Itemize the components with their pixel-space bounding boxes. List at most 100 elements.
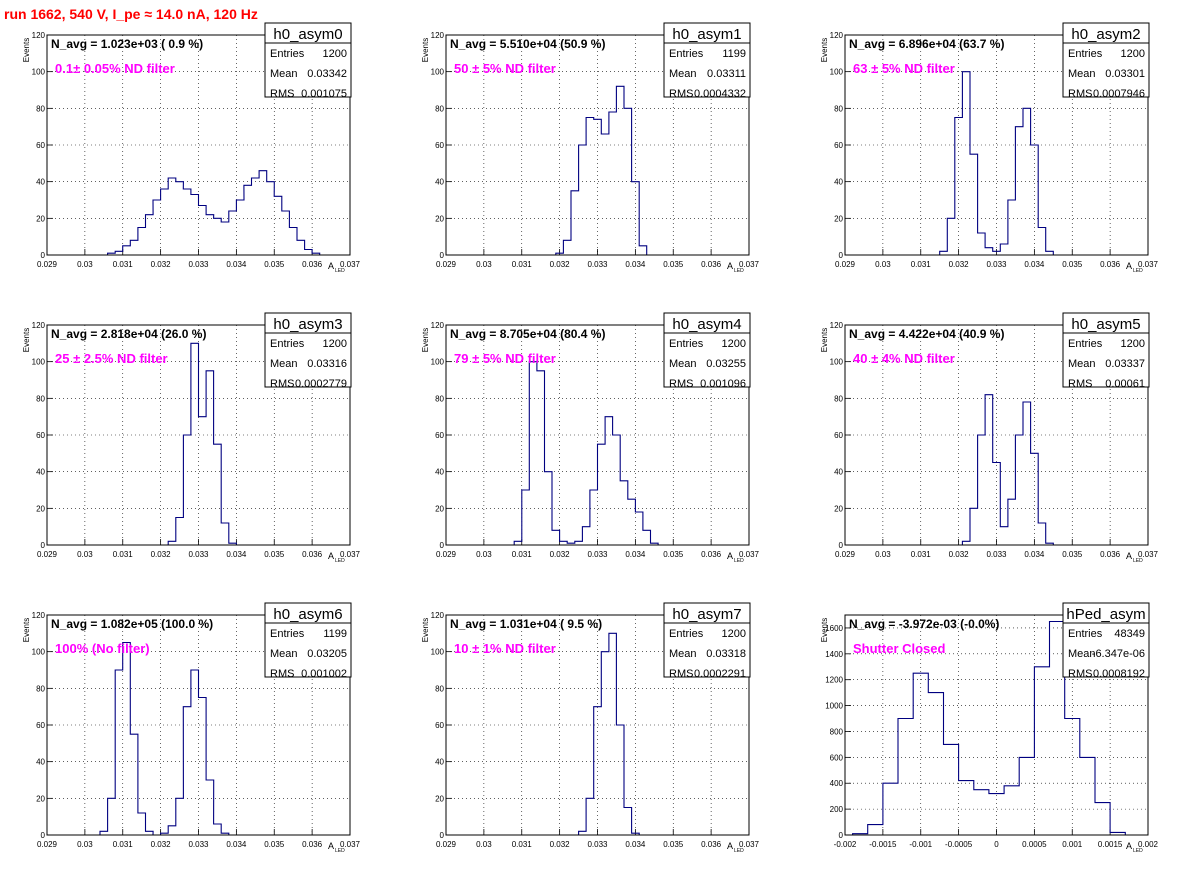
stats-entries-label: Entries [270, 338, 305, 350]
stats-mean-label: Mean [270, 68, 298, 80]
x-tick-label: 0.031 [911, 550, 932, 559]
y-tick-label: 1200 [825, 676, 843, 685]
x-tick-label: 0.035 [663, 550, 684, 559]
y-tick-label: 0 [41, 251, 46, 260]
filter-annotation: 100% (No filter) [55, 641, 150, 656]
x-tick-label: 0.03 [476, 840, 492, 849]
y-tick-label: 60 [435, 141, 444, 150]
stats-mean-label: Mean [669, 68, 697, 80]
navg-label: N_avg = 5.510e+04 (50.9 %) [450, 37, 605, 51]
filter-annotation: Shutter Closed [853, 641, 946, 656]
x-tick-label: 0.031 [113, 260, 134, 269]
y-tick-label: 100 [830, 358, 844, 367]
x-tick-label: 0.037 [1138, 550, 1159, 559]
y-tick-label: 0 [440, 541, 445, 550]
stats-entries-label: Entries [1068, 48, 1103, 60]
x-axis-title: A [328, 841, 334, 851]
x-tick-label: 0.035 [663, 260, 684, 269]
y-tick-label: 800 [830, 727, 844, 736]
y-tick-label: 40 [36, 758, 45, 767]
x-tick-label: 0.035 [1062, 260, 1083, 269]
x-tick-label: 0.032 [550, 550, 571, 559]
y-tick-label: 80 [834, 394, 843, 403]
y-axis-title: Events [820, 328, 829, 352]
y-tick-label: 40 [435, 178, 444, 187]
stats-mean-label: Mean [1068, 648, 1096, 660]
x-tick-label: 0.0005 [1022, 840, 1047, 849]
stats-mean-value: 0.03205 [307, 648, 347, 660]
stats-title: h0_asym4 [672, 316, 741, 333]
x-tick-label: 0.034 [226, 840, 247, 849]
stats-mean-label: Mean [669, 358, 697, 370]
y-axis-title: Events [421, 328, 430, 352]
navg-label: N_avg = 2.818e+04 (26.0 %) [51, 327, 206, 341]
y-axis-title: Events [421, 618, 430, 642]
stats-rms-label: RMS [669, 668, 693, 680]
histogram-panel-h0_asym3: 0.029 0.03 0.031 0.032 0.033 0.034 0.035 0.036 0… [22, 312, 361, 564]
x-axis-title-subscript: LED [335, 558, 345, 564]
y-tick-label: 40 [435, 758, 444, 767]
y-tick-label: 20 [36, 504, 45, 513]
stats-title: h0_asym1 [672, 26, 741, 43]
y-tick-label: 0 [440, 251, 445, 260]
x-axis-title-subscript: LED [1133, 558, 1143, 564]
x-tick-label: 0.029 [436, 840, 457, 849]
stats-rms-value: 0.0004332 [694, 88, 746, 100]
stats-entries-value: 1200 [323, 48, 347, 60]
filter-annotation: 10 ± 1% ND filter [454, 641, 556, 656]
x-axis-title-subscript: LED [734, 848, 744, 854]
stats-mean-label: Mean [270, 648, 298, 660]
x-tick-label: 0.034 [625, 260, 646, 269]
x-tick-label: 0.031 [512, 550, 533, 559]
x-tick-label: -0.002 [834, 840, 857, 849]
stats-entries-value: 1200 [722, 338, 746, 350]
x-axis-title-subscript: LED [1133, 848, 1143, 854]
x-tick-label: 0.03 [875, 550, 891, 559]
y-tick-label: 80 [36, 394, 45, 403]
stats-rms-label: RMS [669, 378, 693, 390]
x-tick-label: 0.032 [949, 260, 970, 269]
y-tick-label: 20 [435, 214, 444, 223]
x-tick-label: 0.03 [476, 550, 492, 559]
x-tick-label: 0.037 [739, 550, 760, 559]
histogram-line-h0_asym7 [578, 632, 640, 835]
stats-title: h0_asym0 [273, 26, 342, 43]
y-tick-label: 60 [36, 141, 45, 150]
x-tick-label: 0.036 [302, 260, 323, 269]
stats-entries-label: Entries [669, 48, 704, 60]
x-tick-label: -0.0005 [945, 840, 973, 849]
stats-box [663, 602, 751, 678]
y-tick-label: 120 [32, 611, 46, 620]
x-tick-label: 0.033 [188, 840, 209, 849]
x-tick-label: 0.029 [436, 550, 457, 559]
x-tick-label: 0.034 [226, 550, 247, 559]
y-tick-label: 60 [834, 141, 843, 150]
histogram-panel-h0_asym2: 0.029 0.03 0.031 0.032 0.033 0.034 0.035 0.036 0… [820, 22, 1159, 274]
stats-rms-value: 0.0002779 [295, 378, 347, 390]
x-tick-label: 0.001 [1062, 840, 1083, 849]
histogram-line-h0_asym3 [167, 342, 237, 545]
plot-frame [46, 324, 351, 546]
y-tick-label: 120 [431, 31, 445, 40]
plot-frame [844, 324, 1149, 546]
histogram-line-hPed_asym [852, 620, 1126, 835]
stats-title: h0_asym2 [1071, 26, 1140, 43]
stats-box [264, 312, 352, 388]
histogram-panel-h0_asym7: 0.029 0.03 0.031 0.032 0.033 0.034 0.035 0.036 0… [421, 602, 760, 854]
stats-mean-value: 0.03318 [706, 648, 746, 660]
x-tick-label: 0.03 [476, 260, 492, 269]
x-tick-label: 0.034 [226, 260, 247, 269]
y-tick-label: 20 [435, 504, 444, 513]
x-tick-label: 0.034 [625, 550, 646, 559]
x-tick-label: 0.035 [264, 550, 285, 559]
x-tick-label: 0.0015 [1098, 840, 1123, 849]
x-tick-label: 0.036 [701, 260, 722, 269]
y-tick-label: 400 [830, 779, 844, 788]
stats-mean-label: Mean [1068, 358, 1096, 370]
x-axis-title: A [727, 841, 733, 851]
stats-title: hPed_asym [1066, 606, 1145, 623]
histogram-line-h0_asym1 [555, 85, 648, 255]
y-tick-label: 200 [830, 805, 844, 814]
y-tick-label: 80 [36, 684, 45, 693]
y-tick-label: 0 [41, 831, 46, 840]
